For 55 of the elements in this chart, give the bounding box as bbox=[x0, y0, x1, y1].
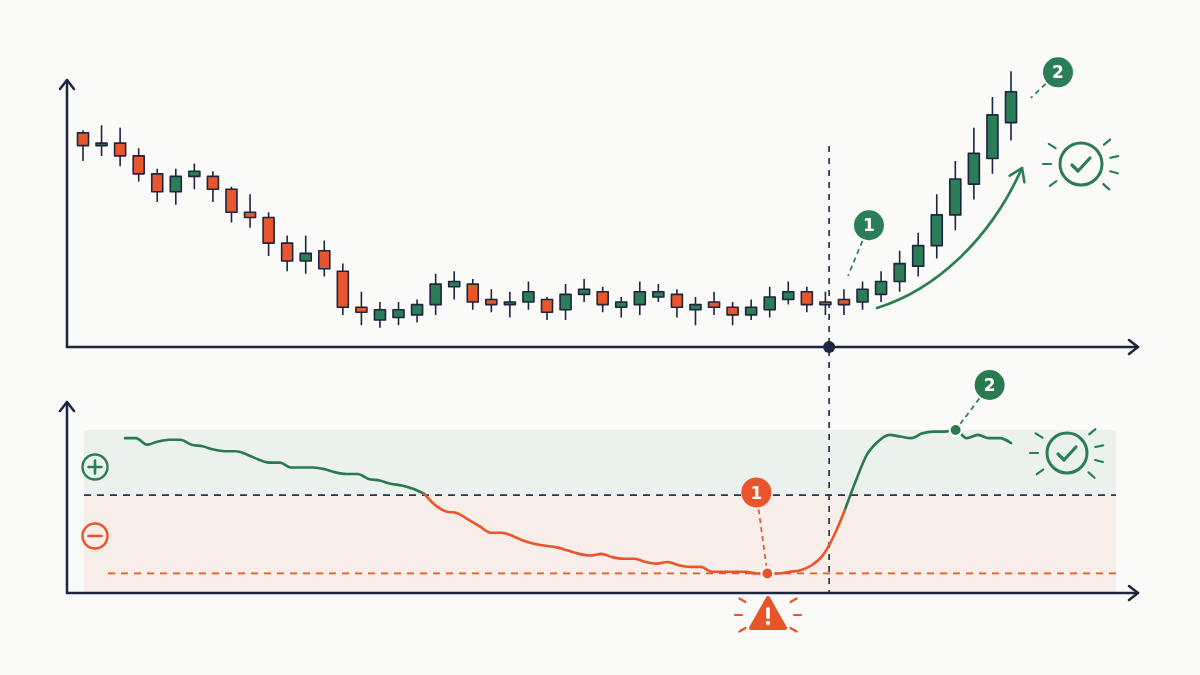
candlestick bbox=[986, 96, 999, 175]
candlestick bbox=[243, 193, 257, 229]
candlestick bbox=[280, 234, 294, 273]
candlestick bbox=[874, 270, 888, 303]
candlestick bbox=[169, 167, 183, 206]
candlestick bbox=[95, 124, 108, 157]
candlestick bbox=[336, 262, 350, 316]
candlestick bbox=[299, 234, 313, 275]
candlestick bbox=[262, 211, 275, 257]
candlestick bbox=[150, 167, 164, 203]
candlestick bbox=[113, 126, 127, 167]
candlestick bbox=[540, 296, 554, 321]
candlestick bbox=[670, 288, 684, 319]
candlestick bbox=[577, 278, 591, 303]
candlestick bbox=[930, 193, 944, 260]
candlestick bbox=[763, 285, 777, 319]
candlestick bbox=[856, 280, 869, 311]
candlestick bbox=[392, 301, 405, 326]
candlestick bbox=[949, 160, 962, 232]
text: 2 bbox=[983, 375, 996, 396]
candlestick bbox=[206, 170, 220, 203]
candlestick bbox=[800, 285, 814, 314]
candlestick bbox=[893, 249, 906, 293]
candlestick bbox=[225, 185, 238, 224]
candlestick bbox=[744, 298, 758, 321]
candlestick bbox=[503, 291, 517, 319]
candlestick bbox=[355, 291, 368, 326]
annotation: 1 bbox=[863, 215, 875, 236]
candlestick bbox=[466, 278, 480, 311]
candlestick bbox=[726, 301, 739, 326]
candlestick bbox=[410, 298, 424, 324]
candlestick bbox=[781, 280, 795, 306]
candlestick bbox=[429, 273, 442, 316]
candlestick bbox=[132, 147, 145, 183]
candlestick bbox=[614, 296, 628, 319]
text: 2 bbox=[1052, 62, 1064, 83]
candlestick bbox=[188, 162, 201, 191]
candlestick bbox=[652, 283, 665, 303]
candlestick bbox=[967, 126, 981, 201]
candlestick bbox=[76, 129, 90, 162]
candlestick bbox=[911, 232, 925, 278]
candlestick bbox=[522, 280, 535, 311]
candlestick bbox=[689, 296, 702, 326]
candlestick bbox=[837, 288, 851, 316]
candlestick bbox=[596, 285, 609, 314]
annotation: 1 bbox=[750, 482, 763, 503]
candlestick bbox=[373, 301, 387, 329]
candlestick bbox=[819, 291, 832, 316]
candlestick bbox=[485, 288, 498, 314]
candlestick bbox=[559, 283, 572, 321]
candlestick bbox=[1004, 70, 1018, 142]
candlestick bbox=[447, 270, 461, 301]
candlestick bbox=[707, 291, 721, 316]
candlestick bbox=[633, 280, 647, 316]
candlestick bbox=[317, 239, 331, 278]
